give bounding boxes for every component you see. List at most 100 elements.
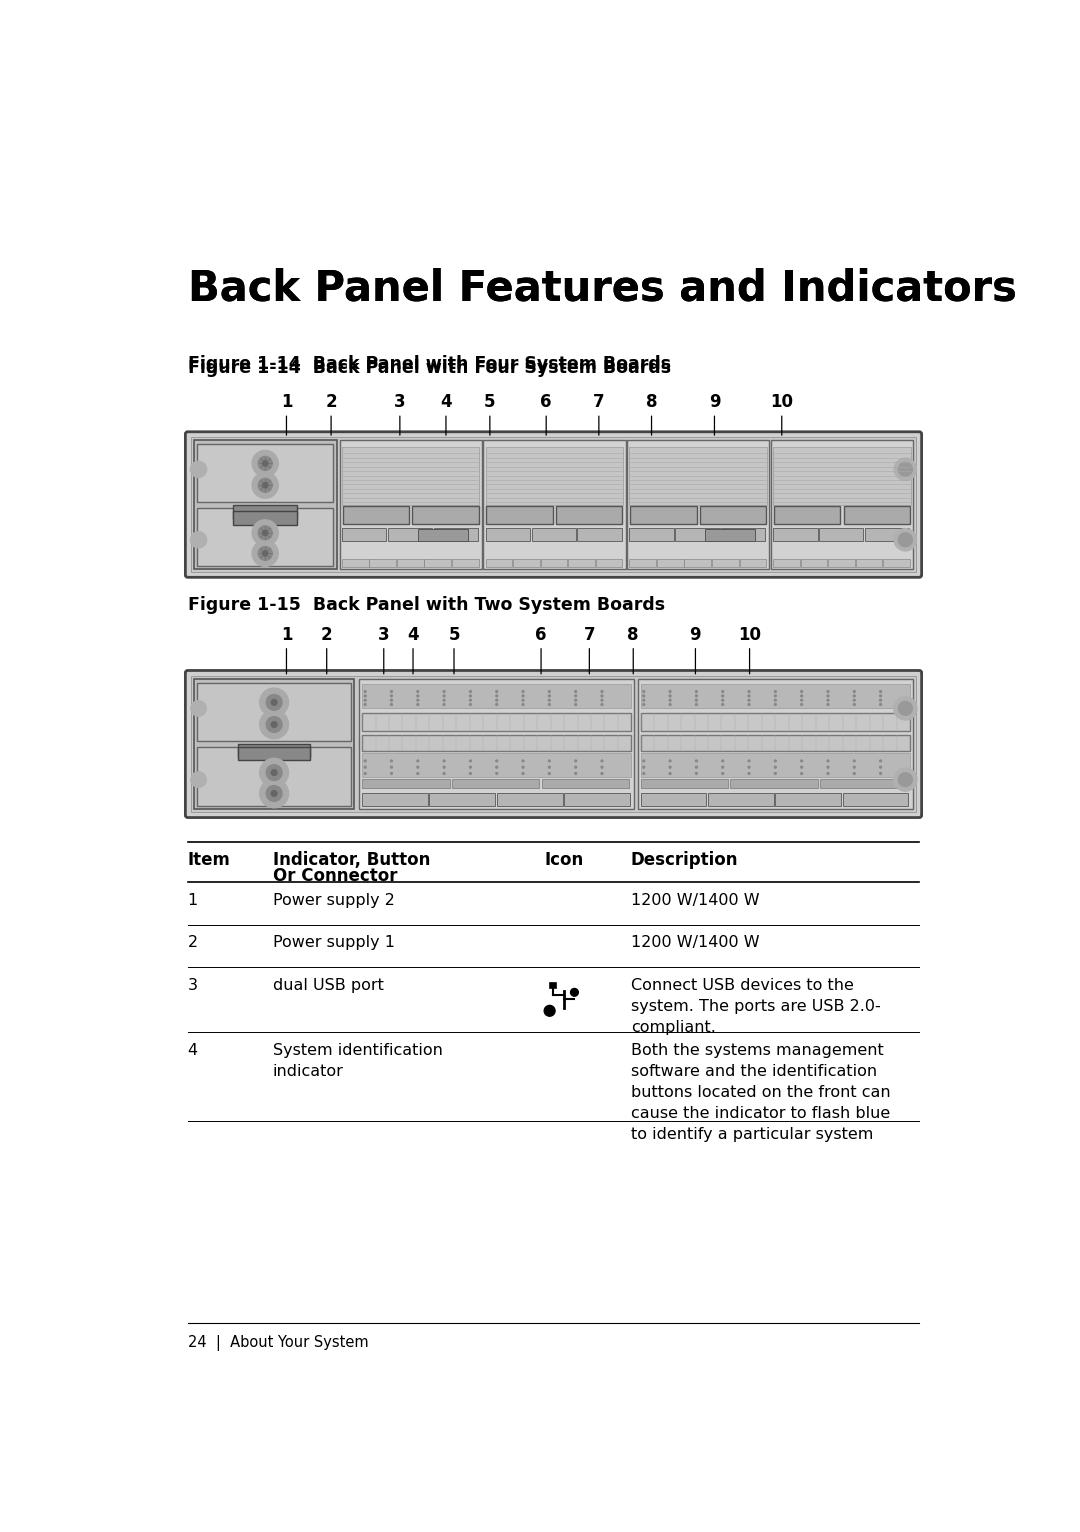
Bar bbox=[774, 506, 840, 524]
Bar bbox=[640, 754, 910, 777]
Circle shape bbox=[259, 780, 288, 807]
Bar bbox=[630, 447, 767, 504]
Circle shape bbox=[853, 703, 855, 705]
Text: Connect USB devices to the
system. The ports are USB 2.0-
compliant.: Connect USB devices to the system. The p… bbox=[631, 977, 881, 1034]
Circle shape bbox=[470, 766, 471, 768]
Bar bbox=[865, 527, 909, 541]
Bar bbox=[197, 444, 334, 502]
Circle shape bbox=[262, 483, 268, 487]
Circle shape bbox=[748, 766, 750, 768]
Circle shape bbox=[391, 772, 392, 774]
Text: Power supply 2: Power supply 2 bbox=[273, 893, 395, 908]
Circle shape bbox=[894, 697, 917, 720]
Text: System identification
indicator: System identification indicator bbox=[273, 1043, 443, 1079]
Circle shape bbox=[364, 699, 366, 702]
Circle shape bbox=[879, 699, 881, 702]
Circle shape bbox=[549, 766, 551, 768]
Circle shape bbox=[575, 772, 577, 774]
Circle shape bbox=[721, 699, 724, 702]
Circle shape bbox=[496, 699, 498, 702]
Circle shape bbox=[496, 772, 498, 774]
Circle shape bbox=[496, 696, 498, 697]
Circle shape bbox=[827, 696, 828, 697]
Bar bbox=[497, 794, 563, 806]
Circle shape bbox=[443, 772, 445, 774]
Bar bbox=[578, 527, 622, 541]
Circle shape bbox=[575, 691, 577, 692]
Bar bbox=[342, 559, 368, 567]
Bar bbox=[197, 509, 334, 565]
Text: 7: 7 bbox=[583, 625, 595, 643]
Circle shape bbox=[827, 766, 828, 768]
Bar bbox=[556, 506, 622, 524]
Circle shape bbox=[879, 766, 881, 768]
Circle shape bbox=[496, 760, 498, 761]
Circle shape bbox=[266, 786, 282, 801]
Bar bbox=[233, 512, 297, 525]
Bar bbox=[342, 447, 480, 504]
Circle shape bbox=[266, 764, 282, 780]
Bar bbox=[550, 984, 556, 988]
Bar bbox=[712, 559, 739, 567]
Bar bbox=[685, 559, 712, 567]
Bar bbox=[388, 527, 432, 541]
Bar bbox=[194, 679, 354, 809]
FancyBboxPatch shape bbox=[186, 671, 921, 818]
Circle shape bbox=[391, 691, 392, 692]
Text: 6: 6 bbox=[540, 394, 552, 411]
Circle shape bbox=[544, 1005, 555, 1016]
Circle shape bbox=[696, 696, 698, 697]
Circle shape bbox=[391, 696, 392, 697]
Circle shape bbox=[549, 703, 551, 705]
Bar bbox=[359, 679, 634, 809]
Text: 5: 5 bbox=[484, 394, 496, 411]
Text: 9: 9 bbox=[690, 625, 701, 643]
Circle shape bbox=[262, 461, 268, 466]
Text: 5: 5 bbox=[448, 625, 460, 643]
Circle shape bbox=[522, 760, 524, 761]
Circle shape bbox=[364, 696, 366, 697]
Bar bbox=[640, 712, 910, 731]
Bar bbox=[339, 440, 482, 568]
Bar bbox=[197, 683, 351, 741]
Bar bbox=[486, 506, 553, 524]
Circle shape bbox=[549, 696, 551, 697]
Circle shape bbox=[721, 760, 724, 761]
Bar bbox=[369, 559, 396, 567]
Circle shape bbox=[800, 760, 802, 761]
Bar bbox=[708, 794, 773, 806]
Circle shape bbox=[470, 691, 471, 692]
Circle shape bbox=[266, 717, 282, 732]
Bar bbox=[820, 780, 907, 789]
Circle shape bbox=[522, 703, 524, 705]
Bar bbox=[640, 735, 910, 751]
Circle shape bbox=[721, 766, 724, 768]
Circle shape bbox=[774, 691, 777, 692]
Text: Figure 1-14  Back Panel with Four System Boards: Figure 1-14 Back Panel with Four System … bbox=[188, 360, 671, 377]
Circle shape bbox=[853, 691, 855, 692]
Bar bbox=[541, 780, 629, 789]
Bar bbox=[596, 559, 622, 567]
Circle shape bbox=[364, 760, 366, 761]
Bar bbox=[486, 447, 623, 504]
Bar bbox=[513, 559, 540, 567]
Bar bbox=[362, 712, 632, 731]
Circle shape bbox=[774, 772, 777, 774]
Circle shape bbox=[602, 772, 603, 774]
Circle shape bbox=[748, 772, 750, 774]
Circle shape bbox=[522, 691, 524, 692]
Circle shape bbox=[853, 696, 855, 697]
Circle shape bbox=[696, 691, 698, 692]
Circle shape bbox=[496, 766, 498, 768]
Circle shape bbox=[774, 696, 777, 697]
Bar bbox=[705, 529, 755, 541]
Circle shape bbox=[262, 530, 268, 535]
Circle shape bbox=[522, 696, 524, 697]
Circle shape bbox=[899, 533, 913, 547]
Circle shape bbox=[879, 691, 881, 692]
Circle shape bbox=[602, 766, 603, 768]
Bar bbox=[773, 447, 910, 504]
Bar bbox=[721, 527, 766, 541]
Bar bbox=[771, 440, 913, 568]
Circle shape bbox=[721, 703, 724, 705]
